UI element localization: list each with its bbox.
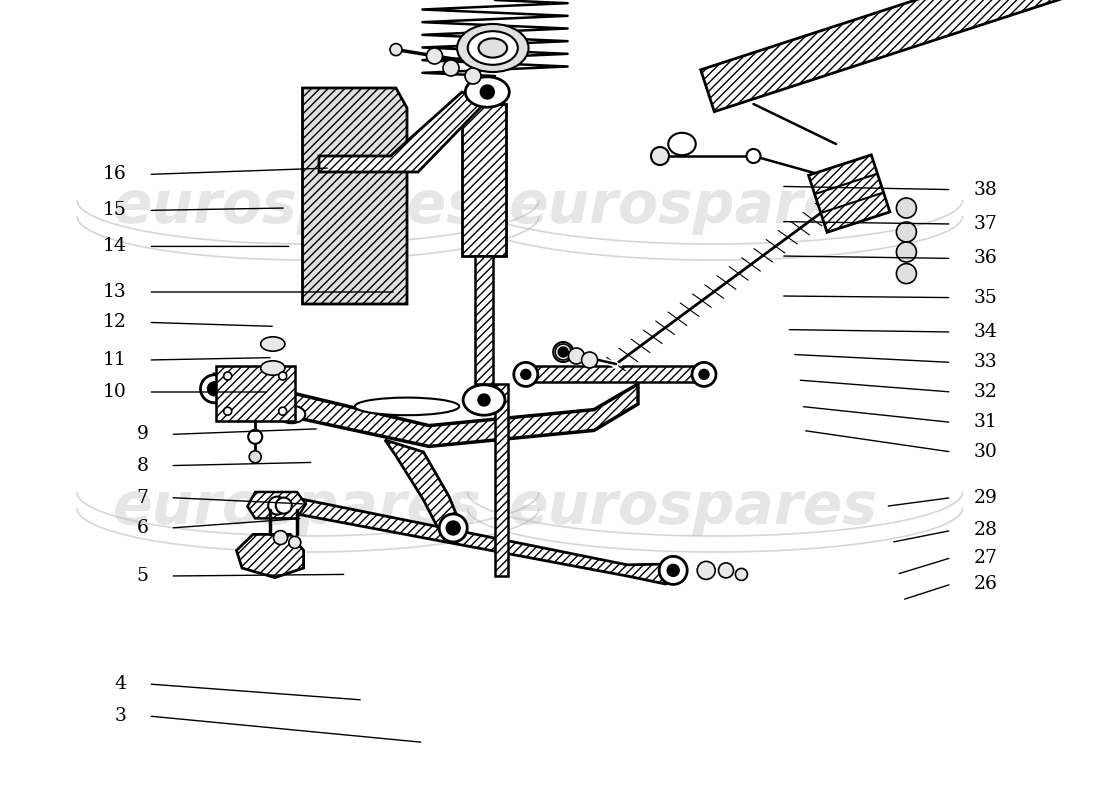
Polygon shape bbox=[495, 384, 508, 576]
Text: eurospares: eurospares bbox=[112, 479, 482, 537]
Circle shape bbox=[558, 347, 569, 357]
Circle shape bbox=[274, 530, 287, 545]
Text: 6: 6 bbox=[136, 519, 149, 537]
Circle shape bbox=[200, 374, 229, 403]
Circle shape bbox=[651, 147, 669, 165]
Circle shape bbox=[569, 348, 584, 364]
Circle shape bbox=[223, 407, 232, 415]
Text: 34: 34 bbox=[974, 323, 998, 341]
Circle shape bbox=[465, 68, 481, 84]
Ellipse shape bbox=[261, 361, 285, 375]
Circle shape bbox=[896, 198, 916, 218]
Ellipse shape bbox=[463, 385, 505, 415]
Circle shape bbox=[896, 222, 916, 242]
Circle shape bbox=[223, 372, 232, 380]
Text: 11: 11 bbox=[102, 351, 126, 369]
Text: 27: 27 bbox=[974, 549, 998, 566]
Text: 3: 3 bbox=[114, 707, 126, 725]
Ellipse shape bbox=[468, 31, 518, 65]
Ellipse shape bbox=[277, 406, 306, 423]
Ellipse shape bbox=[669, 133, 695, 155]
Text: 26: 26 bbox=[974, 575, 998, 593]
Polygon shape bbox=[701, 0, 1086, 112]
Text: 33: 33 bbox=[974, 354, 998, 371]
Text: 29: 29 bbox=[974, 489, 998, 506]
Polygon shape bbox=[214, 374, 638, 446]
Circle shape bbox=[481, 85, 494, 99]
Text: 36: 36 bbox=[974, 250, 998, 267]
Ellipse shape bbox=[261, 337, 285, 351]
Text: 9: 9 bbox=[136, 426, 149, 443]
Circle shape bbox=[736, 568, 747, 581]
Polygon shape bbox=[248, 492, 306, 518]
Ellipse shape bbox=[354, 398, 460, 415]
Polygon shape bbox=[319, 92, 484, 172]
Text: eurospares: eurospares bbox=[508, 479, 878, 537]
Text: 13: 13 bbox=[102, 283, 126, 301]
Circle shape bbox=[208, 382, 221, 396]
Circle shape bbox=[278, 407, 287, 415]
Text: 14: 14 bbox=[102, 238, 126, 255]
Polygon shape bbox=[286, 496, 682, 584]
Text: eurospares: eurospares bbox=[112, 178, 482, 235]
Text: 8: 8 bbox=[136, 457, 149, 474]
Circle shape bbox=[249, 430, 262, 444]
Circle shape bbox=[520, 370, 531, 379]
Text: 32: 32 bbox=[974, 383, 998, 401]
Text: 10: 10 bbox=[102, 383, 126, 401]
Circle shape bbox=[447, 521, 460, 535]
Circle shape bbox=[427, 48, 442, 64]
Circle shape bbox=[698, 370, 710, 379]
Circle shape bbox=[268, 497, 286, 514]
Text: 5: 5 bbox=[136, 567, 149, 585]
Text: eurospares: eurospares bbox=[508, 178, 878, 235]
Circle shape bbox=[553, 342, 573, 362]
Text: 4: 4 bbox=[114, 675, 126, 693]
Circle shape bbox=[289, 537, 300, 549]
Circle shape bbox=[439, 514, 468, 542]
Circle shape bbox=[692, 362, 716, 386]
Text: 35: 35 bbox=[974, 289, 998, 306]
Polygon shape bbox=[302, 88, 407, 304]
Text: 30: 30 bbox=[974, 443, 998, 461]
Text: 38: 38 bbox=[974, 181, 998, 198]
Circle shape bbox=[276, 498, 292, 514]
Text: 28: 28 bbox=[974, 522, 998, 539]
Circle shape bbox=[697, 562, 715, 579]
Text: 7: 7 bbox=[136, 489, 149, 506]
Polygon shape bbox=[216, 366, 295, 421]
Circle shape bbox=[747, 149, 760, 163]
Text: 12: 12 bbox=[102, 314, 126, 331]
Circle shape bbox=[582, 352, 597, 368]
Polygon shape bbox=[475, 256, 493, 384]
Circle shape bbox=[659, 557, 688, 584]
Circle shape bbox=[278, 372, 287, 380]
Ellipse shape bbox=[465, 77, 509, 107]
Polygon shape bbox=[236, 534, 304, 578]
Circle shape bbox=[896, 242, 916, 262]
Text: 15: 15 bbox=[102, 202, 126, 219]
Ellipse shape bbox=[478, 38, 507, 58]
Circle shape bbox=[896, 264, 916, 284]
Circle shape bbox=[668, 565, 679, 576]
Polygon shape bbox=[526, 366, 704, 382]
Circle shape bbox=[514, 362, 538, 386]
Polygon shape bbox=[808, 155, 890, 232]
Text: 16: 16 bbox=[102, 166, 126, 183]
Circle shape bbox=[556, 344, 571, 360]
Circle shape bbox=[443, 60, 459, 76]
Circle shape bbox=[718, 563, 734, 578]
Text: 37: 37 bbox=[974, 215, 998, 233]
Polygon shape bbox=[462, 104, 506, 256]
Polygon shape bbox=[385, 440, 462, 532]
Ellipse shape bbox=[458, 24, 528, 72]
Circle shape bbox=[250, 451, 261, 462]
Text: 31: 31 bbox=[974, 414, 998, 431]
Circle shape bbox=[390, 43, 402, 56]
Circle shape bbox=[478, 394, 490, 406]
